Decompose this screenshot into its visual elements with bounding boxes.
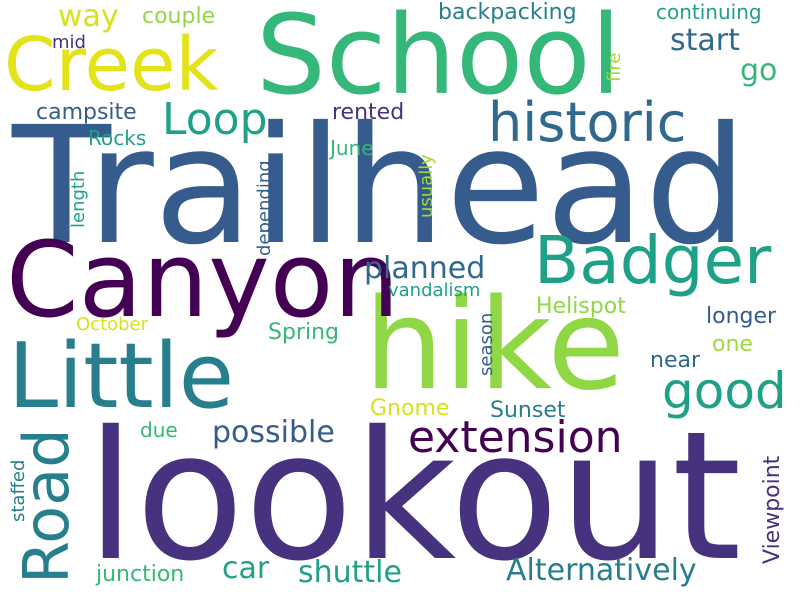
word-shuttle: shuttle: [298, 555, 402, 590]
word-loop: Loop: [162, 94, 268, 145]
word-sunset: Sunset: [490, 398, 566, 423]
word-hike: hike: [364, 271, 625, 418]
word-car: car: [222, 551, 270, 586]
word-fire: fire: [604, 52, 625, 82]
word-historic: historic: [488, 91, 687, 154]
word-helispot: Helispot: [536, 294, 626, 319]
word-planned: planned: [364, 251, 486, 286]
word-rocks: Rocks: [88, 126, 147, 150]
word-depending: depending: [254, 160, 275, 256]
word-lookout: lookout: [86, 393, 742, 600]
word-near: near: [650, 348, 701, 373]
word-june: June: [330, 136, 374, 160]
word-alternatively: Alternatively: [506, 553, 697, 588]
word-creek: Creek: [4, 22, 219, 108]
word-couple: couple: [142, 4, 216, 29]
word-possible: possible: [212, 415, 335, 450]
word-start: start: [670, 23, 740, 58]
word-longer: longer: [706, 304, 777, 329]
word-gnome: Gnome: [370, 396, 450, 421]
word-one: one: [712, 332, 753, 357]
word-badger: Badger: [534, 222, 772, 299]
word-go: go: [740, 53, 778, 88]
word-good: good: [662, 362, 787, 420]
word-october: October: [76, 314, 149, 335]
word-campsite: campsite: [36, 100, 137, 125]
word-way: way: [58, 0, 119, 34]
word-canyon: Canyon: [6, 219, 400, 341]
word-mid: mid: [52, 32, 86, 53]
word-due: due: [140, 418, 178, 442]
word-little: Little: [8, 324, 235, 429]
word-vandalism: vandalism: [388, 280, 481, 301]
word-viewpoint: Viewpoint: [760, 455, 785, 564]
word-season: season: [476, 312, 497, 376]
word-length: length: [68, 170, 89, 228]
word-junction: junction: [96, 562, 185, 587]
word-usually: usually: [416, 154, 437, 218]
word-school: School: [256, 0, 622, 119]
word-spring: Spring: [268, 320, 339, 345]
word-extension: extension: [408, 412, 623, 463]
word-trailhead: Trailhead: [12, 93, 748, 281]
word-rented: rented: [332, 100, 405, 125]
word-staffed: staffed: [8, 459, 29, 522]
word-backpacking: backpacking: [438, 0, 577, 25]
word-continuing: continuing: [656, 0, 762, 24]
